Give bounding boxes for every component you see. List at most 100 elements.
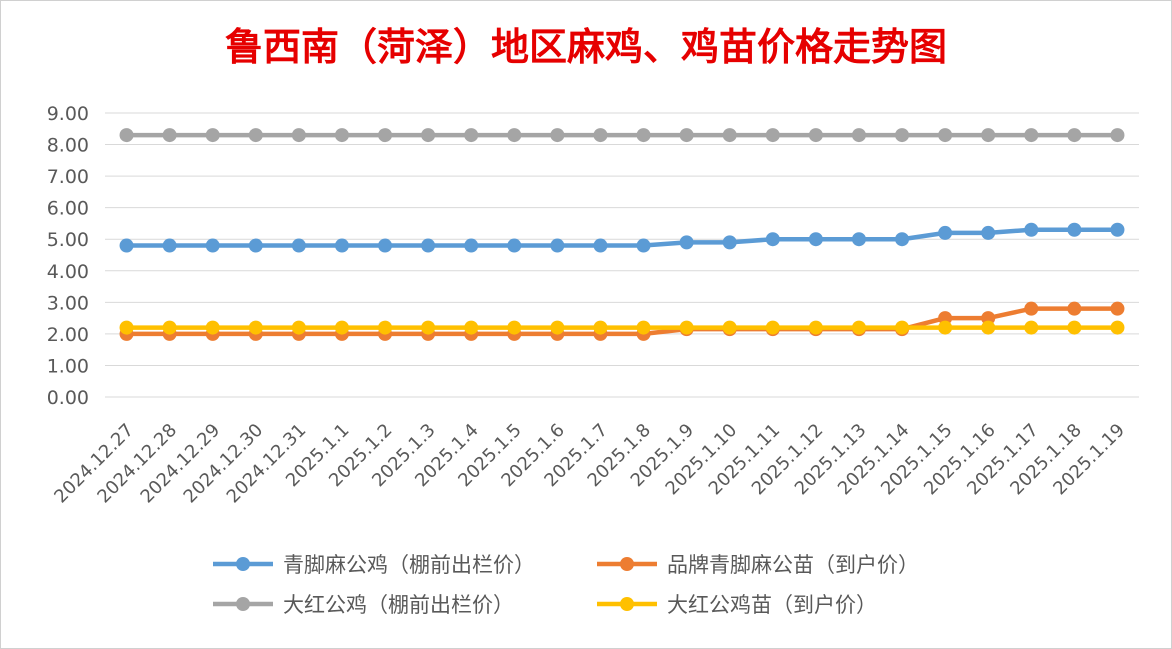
legend-label: 大红公鸡苗（到户价）: [667, 593, 877, 617]
legend-item: 青脚麻公鸡（棚前出栏价）: [211, 547, 535, 581]
legend-marker: [620, 557, 634, 571]
data-point: [679, 320, 694, 335]
y-tick-label: 6.00: [47, 198, 89, 220]
data-point: [1067, 222, 1082, 237]
data-point: [248, 128, 263, 143]
data-point: [378, 128, 393, 143]
data-point: [550, 238, 565, 253]
data-point: [808, 128, 823, 143]
data-point: [162, 238, 177, 253]
data-point: [895, 128, 910, 143]
data-point: [593, 238, 608, 253]
y-tick-label: 1.00: [47, 355, 89, 377]
data-point: [291, 320, 306, 335]
y-tick-label: 4.00: [47, 261, 89, 283]
data-point: [851, 128, 866, 143]
legend-item: 大红公鸡（棚前出栏价）: [211, 587, 514, 621]
data-point: [291, 128, 306, 143]
data-point: [421, 320, 436, 335]
data-point: [507, 238, 522, 253]
data-point: [550, 320, 565, 335]
legend-swatch: [597, 557, 657, 571]
data-point: [378, 238, 393, 253]
y-tick-label: 5.00: [47, 229, 89, 251]
series-line: [126, 227, 1118, 248]
data-point: [679, 128, 694, 143]
data-point: [464, 320, 479, 335]
data-point: [464, 238, 479, 253]
data-point: [1067, 320, 1082, 335]
data-point: [851, 232, 866, 247]
legend-swatch: [213, 557, 273, 571]
data-point: [765, 128, 780, 143]
data-point: [119, 238, 134, 253]
data-point: [1067, 128, 1082, 143]
legend-label: 品牌青脚麻公苗（到户价）: [667, 553, 919, 577]
legend-marker: [620, 597, 634, 611]
data-point: [765, 320, 780, 335]
data-point: [421, 238, 436, 253]
data-point: [507, 320, 522, 335]
data-point: [1024, 320, 1039, 335]
data-point: [334, 128, 349, 143]
series-line: [126, 306, 1118, 337]
y-tick-label: 3.00: [47, 292, 89, 314]
data-point: [636, 320, 651, 335]
data-point: [851, 320, 866, 335]
data-point: [938, 128, 953, 143]
data-point: [722, 235, 737, 250]
data-point: [808, 232, 823, 247]
y-tick-label: 7.00: [47, 166, 89, 188]
data-point: [291, 238, 306, 253]
data-point: [334, 238, 349, 253]
data-point: [895, 232, 910, 247]
data-point: [679, 235, 694, 250]
data-point: [334, 320, 349, 335]
data-point: [464, 128, 479, 143]
data-point: [981, 320, 996, 335]
legend-marker: [236, 557, 250, 571]
legend-swatch: [213, 597, 273, 611]
data-point: [205, 320, 220, 335]
data-point: [1110, 320, 1125, 335]
data-point: [938, 320, 953, 335]
data-point: [1024, 128, 1039, 143]
y-tick-label: 8.00: [47, 135, 89, 157]
data-point: [1110, 301, 1125, 316]
data-point: [162, 320, 177, 335]
y-tick-label: 2.00: [47, 324, 89, 346]
data-point: [119, 128, 134, 143]
legend-marker: [236, 597, 250, 611]
data-point: [636, 238, 651, 253]
data-point: [162, 128, 177, 143]
data-point: [981, 225, 996, 240]
data-point: [378, 320, 393, 335]
legend-swatch: [597, 597, 657, 611]
data-point: [1110, 222, 1125, 237]
data-point: [205, 238, 220, 253]
data-point: [507, 128, 522, 143]
data-point: [938, 225, 953, 240]
data-point: [636, 128, 651, 143]
data-point: [1067, 301, 1082, 316]
legend-item: 品牌青脚麻公苗（到户价）: [595, 547, 919, 581]
data-point: [421, 128, 436, 143]
legend-label: 大红公鸡（棚前出栏价）: [283, 593, 514, 617]
data-point: [1024, 222, 1039, 237]
legend-label: 青脚麻公鸡（棚前出栏价）: [283, 553, 535, 577]
y-tick-label: 9.00: [47, 103, 89, 125]
data-point: [119, 320, 134, 335]
data-point: [981, 128, 996, 143]
legend-item: 大红公鸡苗（到户价）: [595, 587, 877, 621]
data-point: [895, 320, 910, 335]
data-point: [205, 128, 220, 143]
data-point: [808, 320, 823, 335]
data-point: [248, 238, 263, 253]
data-point: [593, 128, 608, 143]
line-chart: 0.00 1.00 2.00 3.00 4.00 5.00 6.00 7.00 8.00 9.00…: [47, 103, 1139, 507]
y-tick-label: 0.00: [47, 387, 89, 409]
data-point: [593, 320, 608, 335]
data-point: [722, 128, 737, 143]
chart-title: 鲁西南（菏泽）地区麻鸡、鸡苗价格走势图: [224, 25, 947, 69]
